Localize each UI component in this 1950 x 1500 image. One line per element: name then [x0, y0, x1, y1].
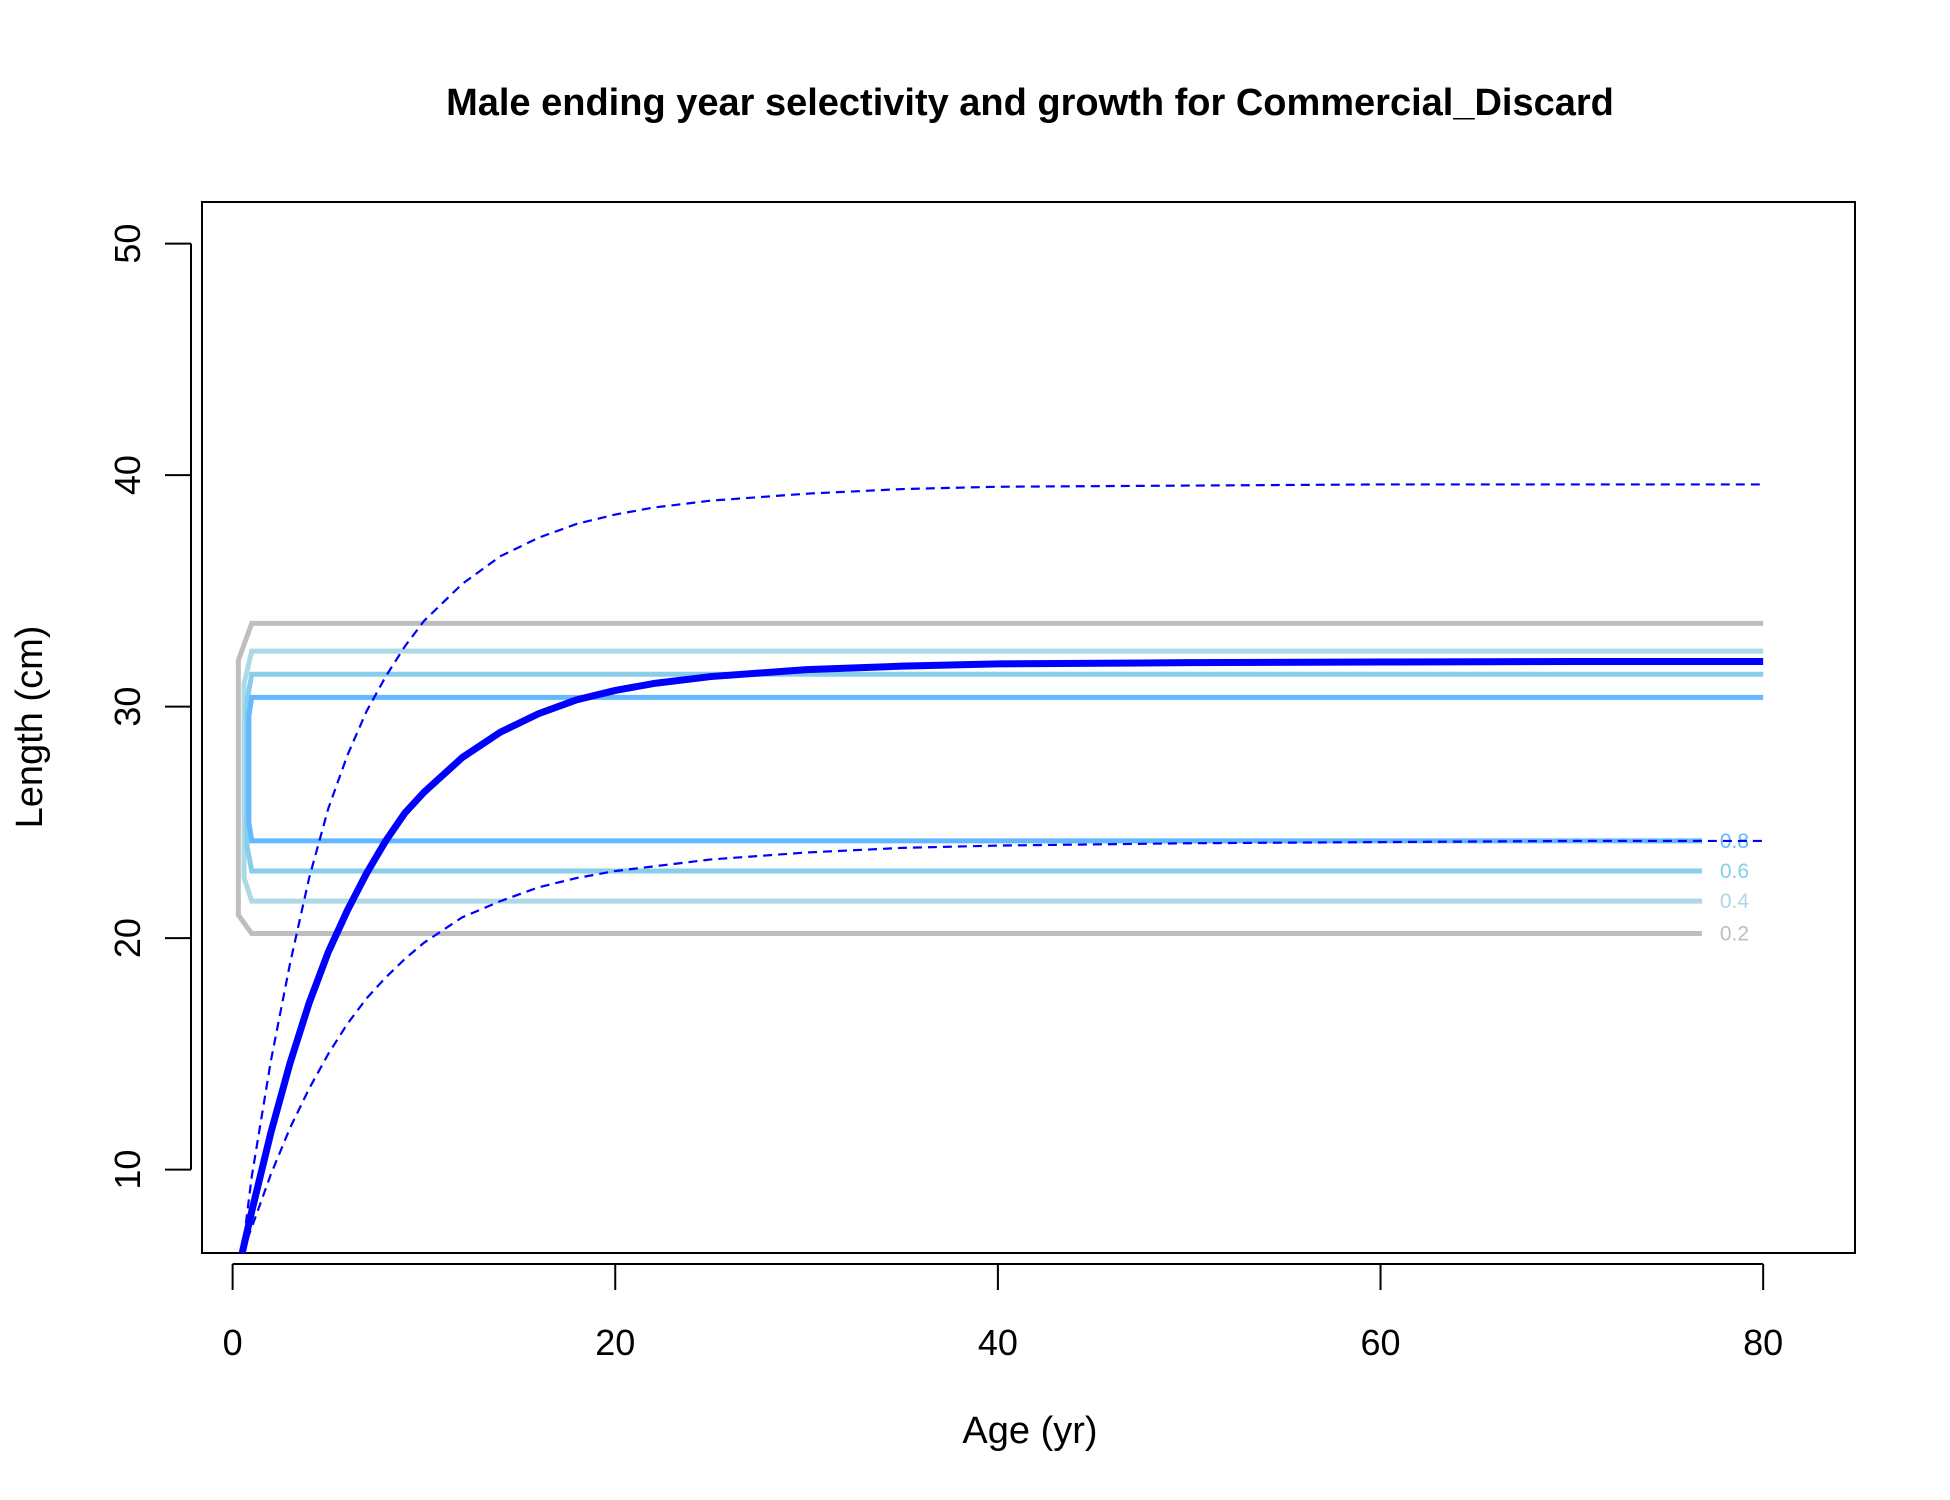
x-tick-label: 60 [1361, 1322, 1401, 1363]
y-tick-label: 50 [107, 224, 148, 264]
y-axis: 10 20 30 40 50 [107, 224, 192, 1190]
contour-0-8 [246, 694, 1764, 844]
contour-0-2 [235, 620, 1764, 937]
x-tick-label: 80 [1743, 1322, 1783, 1363]
chart-title: Male ending year selectivity and growth … [446, 82, 1614, 124]
growth-lower-ci [241, 839, 1764, 1253]
x-axis-label: Age (yr) [962, 1410, 1097, 1452]
selectivity-contours: 0.2 0.4 0.6 0.8 [235, 620, 1764, 946]
x-tick-label: 20 [595, 1322, 635, 1363]
growth-mean-line [238, 658, 1764, 1253]
y-axis-label: Length (cm) [9, 626, 51, 829]
y-tick-label: 10 [107, 1150, 148, 1190]
x-axis: 0 20 40 60 80 [223, 1263, 1783, 1363]
contour-0-4 [241, 648, 1764, 904]
contour-label-0-6: 0.6 [1720, 860, 1749, 883]
plot-area-frame [201, 201, 1856, 1254]
growth-upper-ci [241, 483, 1764, 1253]
y-tick-label: 40 [107, 455, 148, 495]
y-tick-label: 30 [107, 687, 148, 727]
growth-curves [238, 483, 1764, 1253]
contour-label-0-2: 0.2 [1720, 923, 1749, 946]
x-tick-label: 0 [223, 1322, 243, 1363]
x-tick-label: 40 [978, 1322, 1018, 1363]
y-tick-label: 20 [107, 918, 148, 958]
contour-label-0-4: 0.4 [1720, 890, 1750, 913]
contour-label-0-8: 0.8 [1720, 830, 1749, 853]
